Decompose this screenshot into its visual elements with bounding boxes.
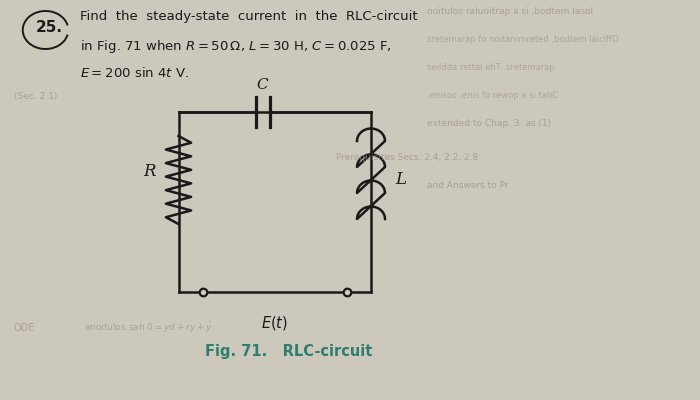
Text: Find  the  steady-state  current  in  the  RLC-circuit: Find the steady-state current in the RLC… [80,10,418,23]
Text: and Answers to Pr: and Answers to Pr [427,182,509,190]
Text: $E = 200$ sin $4t$ V.: $E = 200$ sin $4t$ V. [80,66,190,80]
Text: seildda rettal ehT .sretemarap: seildda rettal ehT .sretemarap [427,64,554,72]
Text: Fig. 71.   RLC-circuit: Fig. 71. RLC-circuit [205,344,372,359]
Text: R: R [144,164,156,180]
Text: 25.: 25. [36,20,62,36]
Text: anoitulos sah $0 = yd + ry + \ddot{y}$: anoitulos sah $0 = yd + ry + \ddot{y}$ [84,321,213,335]
Text: sretemarap fo noitanimreted ,bodtem laiciffO: sretemarap fo noitanimreted ,bodtem laic… [427,36,619,44]
Text: L: L [395,172,407,188]
Text: C: C [257,78,268,92]
Text: noitulos raluoitrap a si ,bodtem lasol: noitulos raluoitrap a si ,bodtem lasol [427,8,593,16]
Text: in Fig. 71 when $R = 50\,\Omega$, $L = 30$ H, $C = 0.025$ F,: in Fig. 71 when $R = 50\,\Omega$, $L = 3… [80,38,392,55]
Text: ,enisoc ,enis fo rewop a si tahC: ,enisoc ,enis fo rewop a si tahC [427,92,558,100]
Text: (Sec. 2.1): (Sec. 2.1) [14,92,57,100]
Text: $E(t)$: $E(t)$ [261,314,288,332]
Text: Prerequisites Secs. 2.4, 2.2, 2.8: Prerequisites Secs. 2.4, 2.2, 2.8 [336,154,478,162]
Text: extended to Chap. 3  as (1): extended to Chap. 3 as (1) [427,120,551,128]
Text: ODE: ODE [14,323,36,333]
